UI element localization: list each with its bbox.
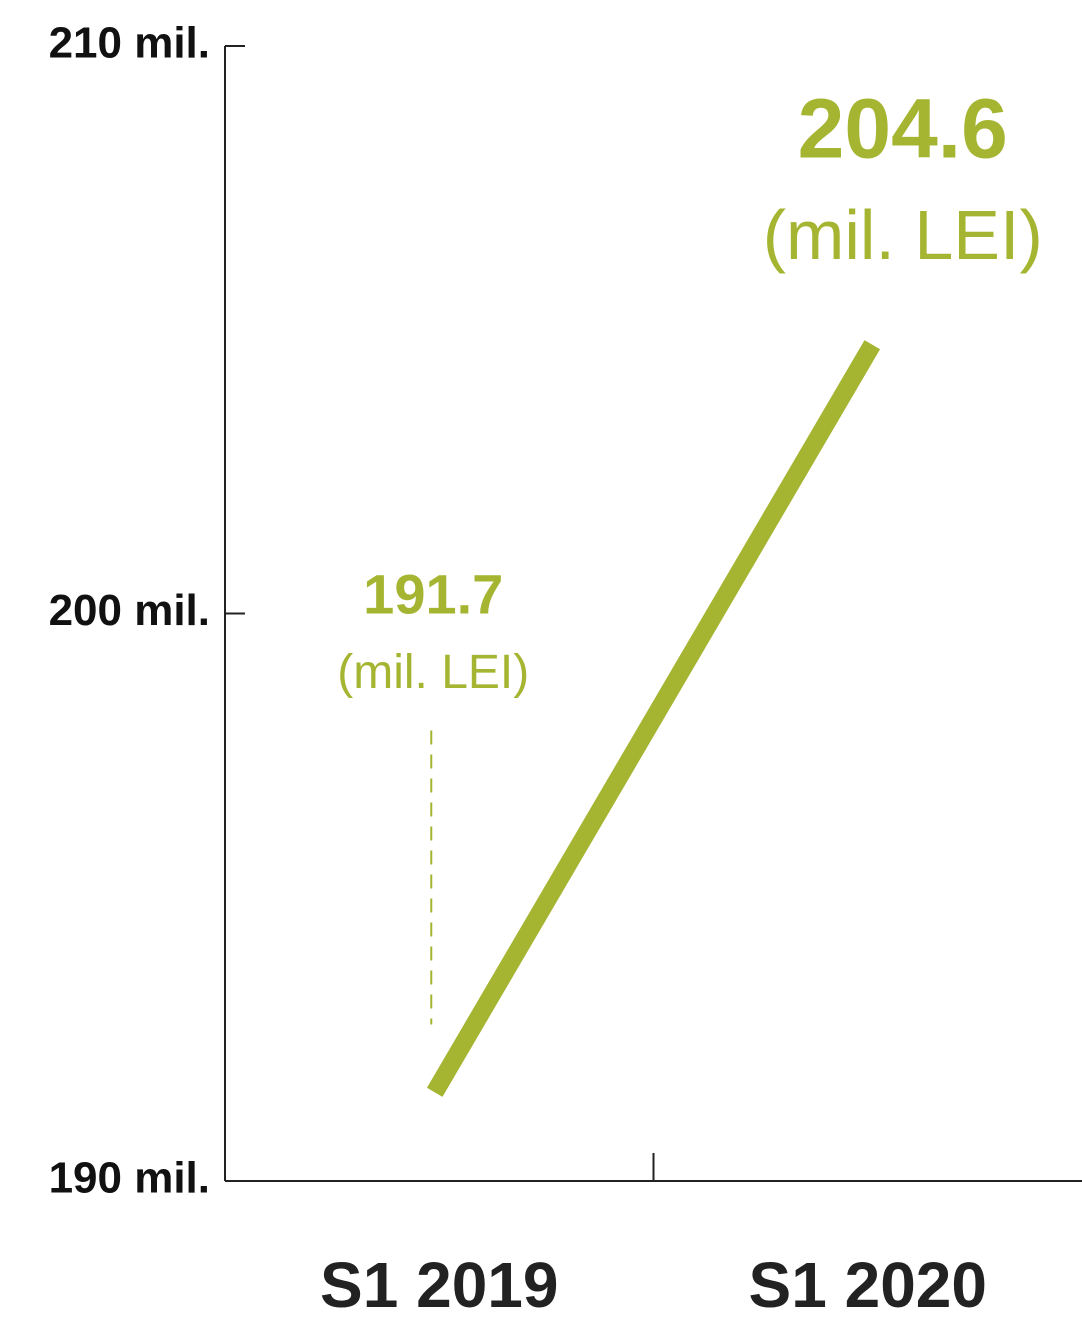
- value-unit: (mil. LEI): [763, 196, 1043, 274]
- value-unit: (mil. LEI): [337, 646, 529, 699]
- value-label: 204.6: [798, 82, 1008, 176]
- x-tick-label: S1 2019: [320, 1249, 558, 1321]
- value-label: 191.7: [363, 562, 503, 625]
- line: [426, 340, 881, 1097]
- x-tick-label: S1 2020: [749, 1249, 987, 1321]
- y-tick-label: 200 mil.: [49, 586, 210, 635]
- y-tick-label: 190 mil.: [49, 1154, 210, 1203]
- y-tick-label: 210 mil.: [49, 19, 210, 68]
